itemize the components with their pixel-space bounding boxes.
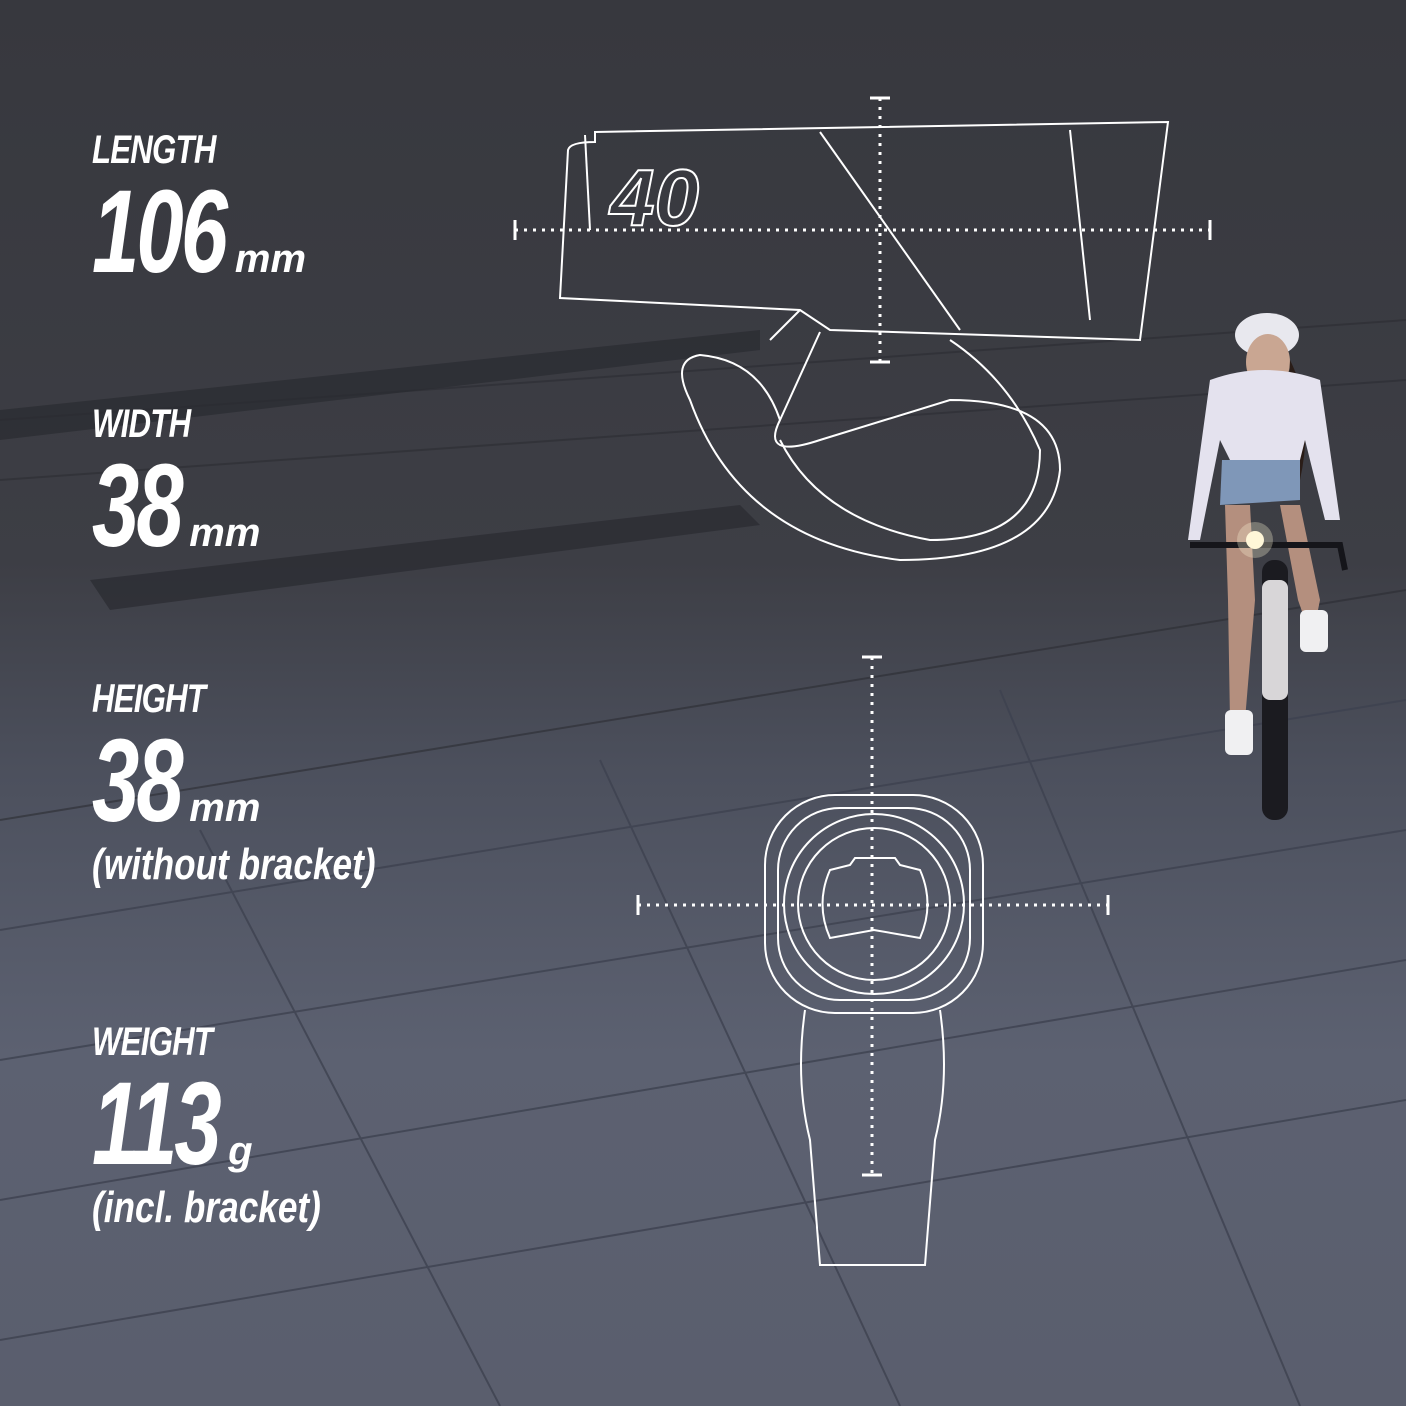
- spec-height: HEIGHT 38 mm (without bracket): [92, 677, 446, 890]
- spec-note: (incl. bracket): [92, 1183, 321, 1232]
- front-view-crosshair: [638, 657, 1108, 1175]
- spec-label: LENGTH: [92, 128, 216, 172]
- front-view-drawing: [764, 794, 984, 1266]
- spec-unit: g: [228, 1129, 253, 1173]
- spec-weight: WEIGHT 113 g (incl. bracket): [92, 1020, 378, 1233]
- product-logo: 40: [608, 153, 699, 242]
- spec-label: WIDTH: [92, 402, 191, 446]
- spec-unit: mm: [189, 786, 261, 830]
- spec-label: HEIGHT: [92, 677, 206, 721]
- side-view-crosshair-ends: [513, 96, 1212, 364]
- spec-length: LENGTH 106 mm: [92, 128, 306, 291]
- spec-value: 38: [92, 715, 184, 847]
- spec-label: WEIGHT: [92, 1020, 213, 1064]
- cyclist-photo: [1188, 313, 1348, 820]
- spec-value: 113: [92, 1058, 222, 1190]
- spec-value: 106: [92, 166, 228, 298]
- spec-unit: mm: [189, 511, 261, 555]
- spec-value: 38: [92, 440, 184, 572]
- spec-unit: mm: [234, 237, 307, 281]
- spec-note: (without bracket): [92, 840, 376, 889]
- spec-width: WIDTH 38 mm: [92, 402, 260, 565]
- side-view-drawing: 40: [558, 120, 1170, 562]
- front-view-crosshair-ends: [636, 655, 1110, 1177]
